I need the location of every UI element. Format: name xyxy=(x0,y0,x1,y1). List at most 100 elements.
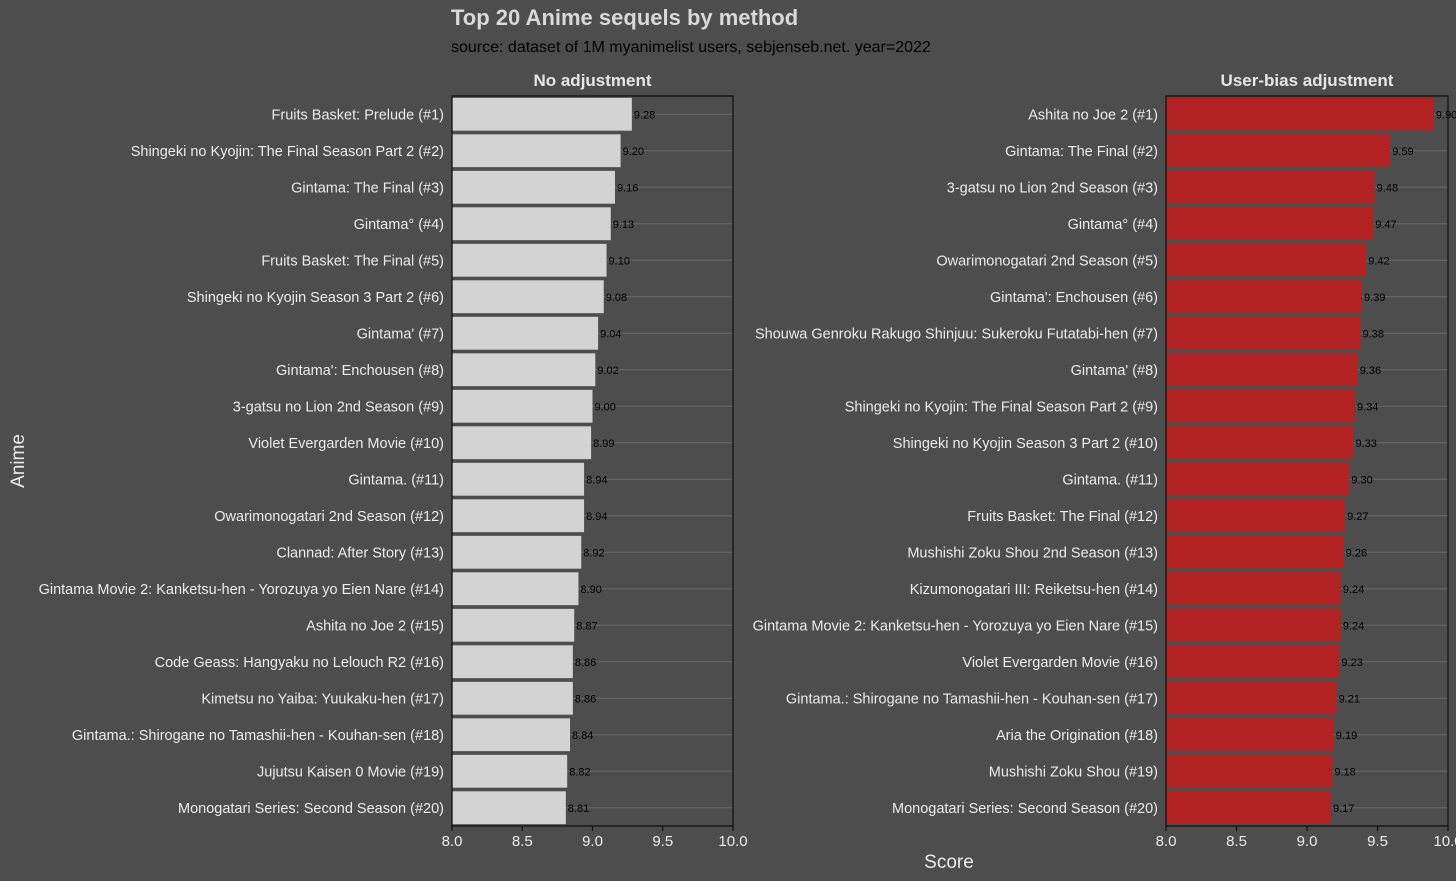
bar xyxy=(452,791,566,825)
value-label: 9.90 xyxy=(1436,109,1456,121)
panel-title-left: No adjustment xyxy=(533,71,651,90)
panel-frame xyxy=(451,95,734,827)
bar xyxy=(452,681,573,715)
x-tick-label: 10.0 xyxy=(718,833,747,850)
category-label: Gintama° (#4) xyxy=(354,217,444,233)
x-axis-title: Score xyxy=(924,852,974,873)
value-label: 9.17 xyxy=(1333,803,1354,815)
category-label: Owarimonogatari 2nd Season (#5) xyxy=(936,253,1158,269)
value-label: 9.19 xyxy=(1336,730,1357,742)
bar xyxy=(452,97,632,131)
category-label: Gintama. (#11) xyxy=(348,472,444,488)
bar xyxy=(1166,462,1350,496)
bar xyxy=(452,353,596,387)
panel-left: No adjustment Fruits Basket: Prelude (#1)… xyxy=(39,71,748,850)
value-label: 8.87 xyxy=(576,620,597,632)
bar xyxy=(1166,535,1344,569)
category-label: Violet Evergarden Movie (#16) xyxy=(962,655,1158,671)
value-label: 9.00 xyxy=(595,401,616,413)
category-label: Gintama: The Final (#2) xyxy=(1005,144,1158,160)
panel-right: User-bias adjustment Ashita no Joe 2 (#1)… xyxy=(753,71,1456,850)
category-label: Shingeki no Kyojin: The Final Season Par… xyxy=(845,399,1158,415)
value-label: 9.24 xyxy=(1343,584,1364,596)
value-label: 9.27 xyxy=(1347,511,1368,523)
value-label: 9.28 xyxy=(634,109,655,121)
bar xyxy=(1166,754,1333,788)
value-label: 8.99 xyxy=(593,438,614,450)
value-label: 8.86 xyxy=(575,657,596,669)
bar xyxy=(452,572,579,606)
bar xyxy=(1166,353,1358,387)
category-label: Gintama. (#11) xyxy=(1062,472,1158,488)
value-label: 8.81 xyxy=(568,803,589,815)
category-label: Ashita no Joe 2 (#15) xyxy=(306,618,444,634)
bar xyxy=(452,243,607,277)
bar xyxy=(452,645,573,679)
bar xyxy=(452,389,593,423)
value-label: 9.16 xyxy=(617,182,638,194)
value-label: 9.34 xyxy=(1357,401,1378,413)
category-label: Monogatari Series: Second Season (#20) xyxy=(892,801,1158,817)
category-label: Clannad: After Story (#13) xyxy=(276,545,444,561)
bar xyxy=(1166,389,1355,423)
bar xyxy=(1166,170,1375,204)
category-label: Ashita no Joe 2 (#1) xyxy=(1028,107,1158,123)
category-label: Owarimonogatari 2nd Season (#12) xyxy=(214,509,444,525)
value-label: 9.39 xyxy=(1364,292,1385,304)
chart-subtitle: source: dataset of 1M myanimelist users,… xyxy=(451,39,931,56)
value-label: 9.59 xyxy=(1392,146,1413,158)
category-label: Gintama': Enchousen (#6) xyxy=(990,290,1158,306)
value-label: 8.84 xyxy=(572,730,593,742)
bar xyxy=(452,535,582,569)
x-tick-label: 8.5 xyxy=(1226,833,1247,850)
x-tick-label: 9.0 xyxy=(582,833,603,850)
category-label: Shouwa Genroku Rakugo Shinjuu: Sukeroku … xyxy=(755,326,1158,342)
bar xyxy=(1166,499,1346,533)
category-label: Aria the Origination (#18) xyxy=(996,728,1158,744)
bar xyxy=(452,754,568,788)
bar xyxy=(452,170,615,204)
bar xyxy=(1166,97,1434,131)
category-label: Mushishi Zoku Shou 2nd Season (#13) xyxy=(907,545,1158,561)
category-label: Gintama Movie 2: Kanketsu-hen - Yorozuya… xyxy=(39,582,444,598)
value-label: 9.08 xyxy=(606,292,627,304)
value-label: 9.02 xyxy=(597,365,618,377)
y-axis-title: Anime xyxy=(8,434,29,488)
category-label: Gintama° (#4) xyxy=(1068,217,1158,233)
value-label: 8.94 xyxy=(586,511,607,523)
panels-layer: No adjustment Fruits Basket: Prelude (#1)… xyxy=(39,71,1456,850)
bar xyxy=(1166,280,1362,314)
bar xyxy=(452,316,599,350)
x-tick-label: 9.5 xyxy=(1367,833,1388,850)
bar xyxy=(452,462,585,496)
bar xyxy=(452,608,575,642)
value-label: 8.90 xyxy=(580,584,601,596)
value-label: 9.47 xyxy=(1375,219,1396,231)
bar xyxy=(1166,316,1361,350)
category-label: Code Geass: Hangyaku no Lelouch R2 (#16) xyxy=(155,655,444,671)
bar xyxy=(1166,243,1367,277)
value-label: 8.86 xyxy=(575,693,596,705)
bar xyxy=(1166,608,1341,642)
x-tick-label: 9.5 xyxy=(652,833,673,850)
bar xyxy=(452,280,604,314)
bar xyxy=(452,426,592,460)
x-tick-label: 8.0 xyxy=(442,833,463,850)
bar xyxy=(452,134,621,168)
category-label: Fruits Basket: The Final (#5) xyxy=(261,253,444,269)
value-label: 8.92 xyxy=(583,547,604,559)
x-tick-label: 10.0 xyxy=(1433,833,1456,850)
value-label: 9.21 xyxy=(1339,693,1360,705)
category-label: Gintama' (#7) xyxy=(357,326,444,342)
category-label: Gintama Movie 2: Kanketsu-hen - Yorozuya… xyxy=(753,618,1158,634)
bar xyxy=(1166,645,1340,679)
category-label: Gintama: The Final (#3) xyxy=(291,180,444,196)
bar xyxy=(1166,718,1334,752)
category-label: Gintama.: Shirogane no Tamashii-hen - Ko… xyxy=(786,691,1158,707)
value-label: 9.13 xyxy=(613,219,634,231)
bar xyxy=(1166,426,1354,460)
category-label: Gintama': Enchousen (#8) xyxy=(276,363,444,379)
panel-title-right: User-bias adjustment xyxy=(1221,71,1394,90)
value-label: 8.94 xyxy=(586,474,607,486)
